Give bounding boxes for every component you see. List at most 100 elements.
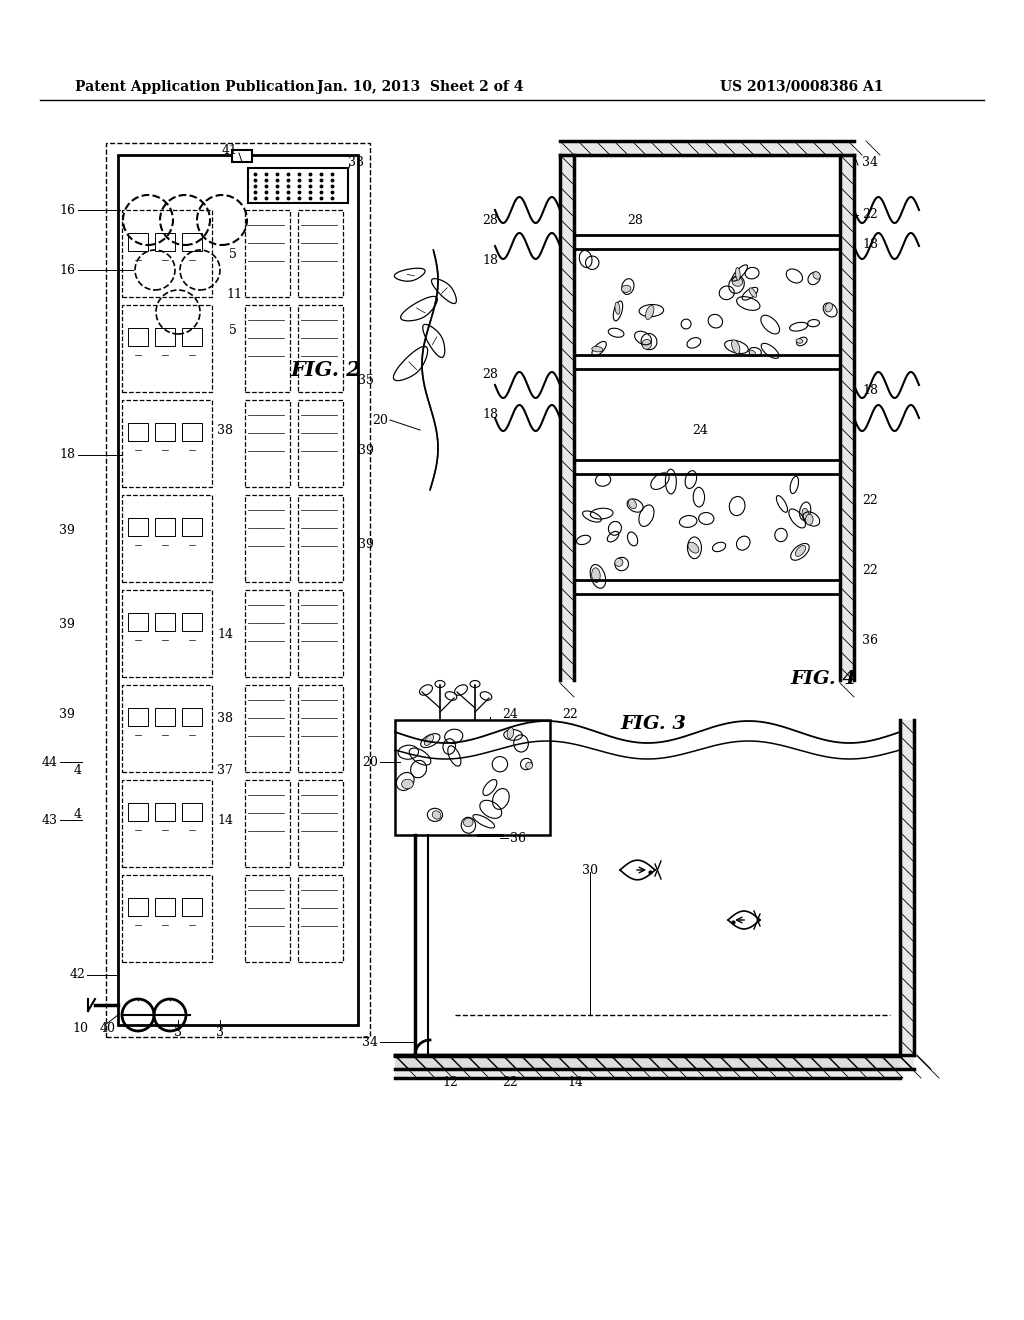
- Text: 33: 33: [348, 157, 364, 169]
- Text: 42: 42: [70, 969, 85, 982]
- Ellipse shape: [592, 568, 600, 582]
- Bar: [122, 875, 212, 962]
- Ellipse shape: [455, 685, 468, 696]
- Bar: [128, 612, 148, 631]
- Bar: [128, 329, 148, 346]
- Ellipse shape: [435, 681, 445, 688]
- Bar: [182, 519, 202, 536]
- Bar: [122, 305, 212, 392]
- Ellipse shape: [642, 339, 651, 350]
- Bar: [245, 210, 290, 297]
- Text: 18: 18: [862, 384, 878, 396]
- Text: 36: 36: [510, 832, 526, 845]
- Bar: [395, 1055, 914, 1069]
- Ellipse shape: [401, 779, 414, 789]
- Bar: [560, 141, 854, 154]
- Text: FIG. 4: FIG. 4: [790, 671, 856, 688]
- Text: 22: 22: [562, 709, 578, 722]
- Bar: [298, 590, 343, 677]
- Bar: [155, 898, 175, 916]
- Bar: [155, 612, 175, 631]
- Bar: [298, 875, 343, 962]
- Bar: [155, 329, 175, 346]
- Bar: [900, 719, 914, 1055]
- Bar: [128, 519, 148, 536]
- Ellipse shape: [420, 685, 432, 696]
- Text: 12: 12: [442, 1076, 458, 1089]
- Bar: [298, 780, 343, 867]
- Text: 39: 39: [59, 619, 75, 631]
- Bar: [245, 685, 290, 772]
- Text: 10: 10: [72, 1022, 88, 1035]
- Bar: [155, 708, 175, 726]
- Bar: [245, 780, 290, 867]
- Ellipse shape: [470, 681, 480, 688]
- Bar: [298, 210, 343, 297]
- Bar: [232, 150, 252, 162]
- Text: 4: 4: [74, 808, 82, 821]
- Bar: [128, 234, 148, 251]
- Text: FIG. 2: FIG. 2: [290, 360, 360, 380]
- Text: 36: 36: [862, 634, 878, 647]
- Bar: [155, 803, 175, 821]
- Ellipse shape: [802, 508, 809, 519]
- Text: 5: 5: [229, 248, 237, 261]
- Ellipse shape: [592, 347, 603, 352]
- Text: 37: 37: [217, 763, 233, 776]
- Ellipse shape: [424, 735, 433, 746]
- Text: 28: 28: [627, 214, 643, 227]
- Ellipse shape: [806, 513, 813, 525]
- Bar: [182, 329, 202, 346]
- Bar: [395, 719, 550, 836]
- Ellipse shape: [622, 285, 631, 293]
- Ellipse shape: [480, 692, 492, 701]
- Text: 40: 40: [100, 1022, 116, 1035]
- Bar: [106, 143, 370, 1038]
- Text: 18: 18: [862, 239, 878, 252]
- Text: 22: 22: [862, 494, 878, 507]
- Ellipse shape: [735, 268, 740, 280]
- Bar: [128, 803, 148, 821]
- Ellipse shape: [615, 302, 620, 314]
- Text: 5: 5: [229, 323, 237, 337]
- Bar: [122, 210, 212, 297]
- Ellipse shape: [796, 339, 803, 343]
- Bar: [245, 875, 290, 962]
- Bar: [118, 154, 358, 1026]
- Text: 16: 16: [59, 203, 75, 216]
- Ellipse shape: [507, 727, 514, 739]
- Text: 18: 18: [482, 253, 498, 267]
- Text: 41: 41: [222, 144, 238, 157]
- Text: 34: 34: [862, 156, 878, 169]
- Text: 3: 3: [216, 1027, 224, 1040]
- Text: 18: 18: [59, 449, 75, 462]
- Text: 14: 14: [217, 813, 233, 826]
- Text: 4: 4: [74, 763, 82, 776]
- Text: 38: 38: [217, 711, 233, 725]
- Bar: [298, 685, 343, 772]
- Text: Jan. 10, 2013  Sheet 2 of 4: Jan. 10, 2013 Sheet 2 of 4: [316, 81, 523, 94]
- Text: 39: 39: [59, 709, 75, 722]
- Text: 14: 14: [217, 628, 233, 642]
- Bar: [122, 590, 212, 677]
- Text: 20: 20: [372, 413, 388, 426]
- Text: 22: 22: [862, 209, 878, 222]
- Bar: [245, 590, 290, 677]
- Bar: [155, 424, 175, 441]
- Text: 11: 11: [226, 289, 242, 301]
- Bar: [155, 234, 175, 251]
- Text: 18: 18: [482, 408, 498, 421]
- Bar: [122, 780, 212, 867]
- Bar: [245, 495, 290, 582]
- Text: 16: 16: [59, 264, 75, 276]
- Bar: [122, 495, 212, 582]
- Ellipse shape: [445, 692, 457, 701]
- Text: 38: 38: [217, 424, 233, 437]
- Ellipse shape: [525, 762, 532, 770]
- Text: 24: 24: [692, 424, 708, 437]
- Ellipse shape: [629, 499, 636, 508]
- Bar: [245, 400, 290, 487]
- Bar: [182, 898, 202, 916]
- Text: 22: 22: [862, 564, 878, 577]
- Ellipse shape: [645, 305, 654, 319]
